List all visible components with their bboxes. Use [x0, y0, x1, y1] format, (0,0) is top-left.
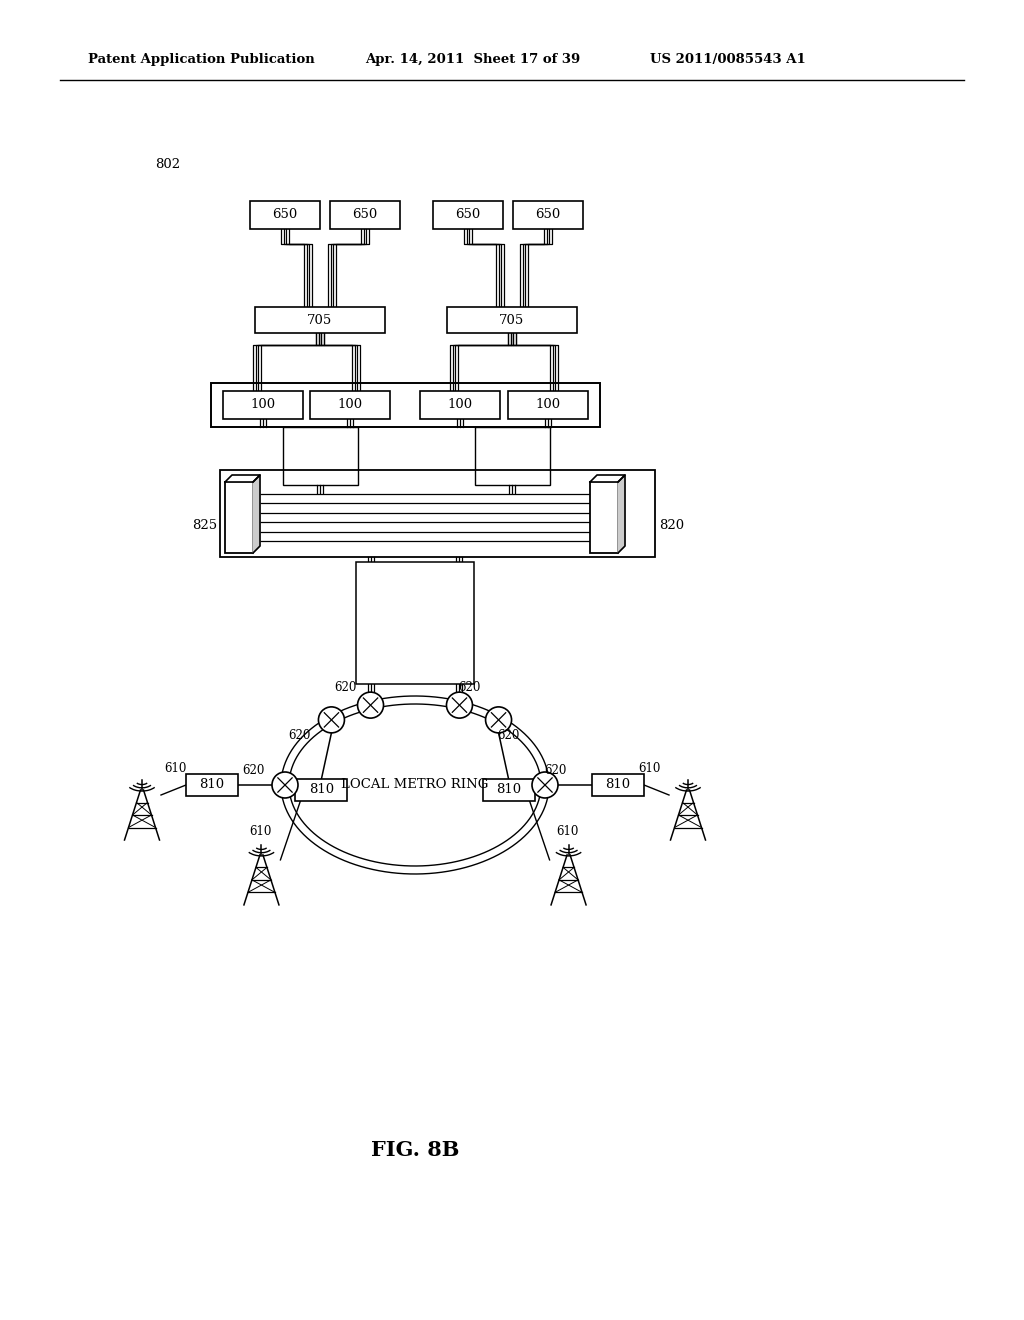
Bar: [223, 391, 303, 418]
Text: 100: 100: [251, 399, 275, 412]
Text: 610: 610: [557, 825, 579, 838]
Bar: [420, 391, 500, 418]
Bar: [513, 201, 583, 228]
Circle shape: [446, 692, 472, 718]
Bar: [447, 308, 577, 333]
Text: 820: 820: [659, 519, 684, 532]
Text: 620: 620: [335, 681, 356, 693]
Text: 650: 650: [272, 209, 298, 222]
Text: 100: 100: [338, 399, 362, 412]
Bar: [220, 470, 655, 557]
Text: 650: 650: [456, 209, 480, 222]
Text: Apr. 14, 2011  Sheet 17 of 39: Apr. 14, 2011 Sheet 17 of 39: [365, 54, 581, 66]
Text: 620: 620: [459, 681, 480, 693]
Circle shape: [272, 772, 298, 799]
Bar: [433, 201, 503, 228]
Text: 810: 810: [496, 783, 521, 796]
Text: 610: 610: [164, 762, 186, 775]
Text: FIG. 8B: FIG. 8B: [371, 1140, 459, 1160]
Text: 610: 610: [250, 825, 271, 838]
Polygon shape: [590, 475, 625, 482]
Circle shape: [318, 708, 344, 733]
Bar: [225, 482, 253, 553]
Polygon shape: [225, 475, 260, 482]
Text: 100: 100: [536, 399, 560, 412]
Bar: [250, 201, 319, 228]
Text: 810: 810: [605, 779, 631, 792]
Text: 100: 100: [447, 399, 472, 412]
Text: 650: 650: [352, 209, 378, 222]
Text: 620: 620: [544, 764, 566, 777]
Bar: [310, 391, 390, 418]
Bar: [590, 482, 618, 553]
Circle shape: [357, 692, 384, 718]
Polygon shape: [618, 475, 625, 553]
Bar: [186, 774, 238, 796]
Text: 825: 825: [191, 519, 217, 532]
Text: 610: 610: [638, 762, 660, 775]
Text: 620: 620: [288, 730, 310, 742]
Polygon shape: [253, 475, 260, 553]
Bar: [255, 308, 385, 333]
Circle shape: [485, 708, 512, 733]
Text: 650: 650: [536, 209, 560, 222]
Bar: [508, 391, 588, 418]
Text: 705: 705: [500, 314, 524, 326]
Text: 810: 810: [309, 783, 334, 796]
Text: LOCAL METRO RING: LOCAL METRO RING: [341, 779, 488, 792]
Bar: [211, 383, 600, 426]
Text: 620: 620: [498, 730, 520, 742]
Text: 810: 810: [200, 779, 224, 792]
Text: Patent Application Publication: Patent Application Publication: [88, 54, 314, 66]
Bar: [482, 779, 535, 801]
Circle shape: [532, 772, 558, 799]
Bar: [283, 426, 357, 484]
Bar: [296, 779, 347, 801]
Text: US 2011/0085543 A1: US 2011/0085543 A1: [650, 54, 806, 66]
Text: 620: 620: [242, 764, 264, 777]
Text: 705: 705: [307, 314, 333, 326]
Bar: [355, 562, 474, 684]
Bar: [592, 774, 644, 796]
Text: 802: 802: [155, 158, 180, 172]
Bar: [330, 201, 400, 228]
Bar: [474, 426, 550, 484]
